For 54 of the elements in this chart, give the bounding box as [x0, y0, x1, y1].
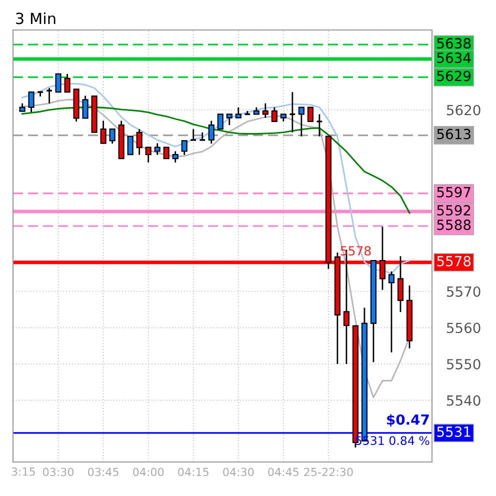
candlestick: [109, 128, 116, 144]
candlestick: [397, 255, 404, 313]
x-tick-label: 04:30: [223, 468, 254, 476]
annotation: $0.47: [387, 414, 429, 427]
x-tick-label: 03:45: [88, 468, 118, 476]
x-tick-label: 25-22:30: [304, 468, 353, 476]
candlestick: [136, 128, 142, 156]
candlestick: [316, 114, 323, 138]
y-tick-label: 5550: [446, 358, 480, 370]
ref-line-label: 5531: [437, 426, 470, 437]
candlestick: [198, 132, 206, 141]
ref-line-label: 5588: [437, 220, 471, 230]
y-tick-label: 5540: [446, 395, 480, 406]
candlestick: [298, 106, 304, 138]
text: 3:15: [12, 467, 35, 476]
candlestick: [288, 91, 296, 134]
candlestick: [181, 140, 188, 156]
candlestick: [172, 150, 178, 164]
x-tick-label: 04:00: [133, 468, 164, 476]
candlestick: [28, 91, 34, 113]
candlestick: [388, 270, 395, 354]
ref-line-label: 5578: [437, 256, 471, 266]
ref-line-label: 5629: [437, 70, 471, 82]
candlestick: [55, 73, 62, 93]
candlestick: [46, 87, 53, 104]
x-tick-label: 04:45: [268, 468, 298, 476]
ref-line-label: 5613: [437, 128, 470, 140]
candlestick: [82, 95, 88, 119]
ref-line-label: 5634: [437, 52, 471, 64]
x-tick-label: 04:15: [178, 468, 208, 476]
candlestick: [217, 114, 224, 130]
y-tick-label: 5560: [446, 322, 480, 334]
annotation: 5578: [340, 246, 371, 256]
candlestick: [64, 73, 70, 93]
ref-line-label: 5597: [437, 186, 470, 198]
candlestick: [307, 106, 314, 122]
y-tick-label: 5570: [446, 286, 480, 297]
x-tick-label: 03:30: [43, 468, 74, 476]
chart-title: 3 Min: [16, 12, 56, 24]
candlestick: [163, 146, 170, 160]
candlestick: [190, 128, 197, 141]
ref-line-label: 5638: [437, 38, 471, 49]
candlestick: [145, 146, 152, 164]
ref-line-label: 5592: [437, 205, 470, 216]
candlestick: [154, 142, 160, 156]
y-tick-label: 5620: [446, 104, 480, 116]
candlestick: [226, 114, 232, 126]
candlestick: [262, 102, 268, 119]
candlestick: [127, 136, 134, 156]
candlestick: [379, 226, 386, 291]
candlestick: [208, 120, 214, 144]
candlestick: [100, 120, 106, 144]
candlestick: [271, 106, 278, 122]
candlestick: [235, 106, 242, 119]
